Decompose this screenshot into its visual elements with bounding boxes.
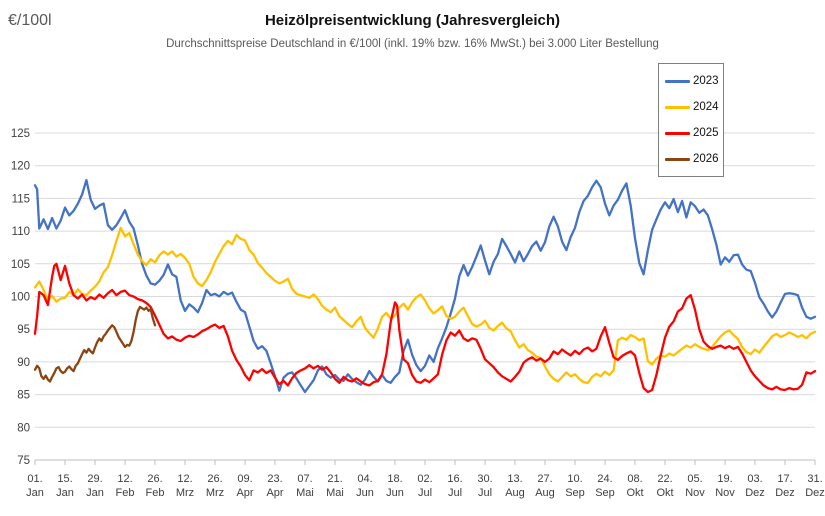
- legend-label-2025: 2025: [693, 127, 719, 139]
- y-tick-label: 80: [17, 422, 30, 434]
- series-line-2026: [33, 305, 157, 383]
- chart-subtitle: Durchschnittspreise Deutschland in €/100…: [166, 38, 659, 50]
- x-tick-label-day: 26.: [147, 473, 162, 485]
- legend-item-2026: 2026: [665, 153, 723, 165]
- x-tick-label-month: Aug: [505, 487, 525, 499]
- x-tick-label-day: 26.: [207, 473, 222, 485]
- y-tick-label: 110: [12, 226, 30, 238]
- x-tick-label-month: Mai: [296, 487, 314, 499]
- x-tick-label-day: 03.: [747, 473, 762, 485]
- legend-line-swatch-2023: [665, 79, 690, 83]
- x-tick-label-month: Jul: [448, 487, 462, 499]
- x-tick-label-month: Apr: [266, 487, 283, 499]
- x-tick-label-day: 05.: [687, 473, 702, 485]
- x-tick-label-day: 10.: [567, 473, 582, 485]
- legend-label-2024: 2024: [693, 101, 719, 113]
- x-tick-label-day: 13.: [507, 473, 522, 485]
- x-tick-label-day: 29.: [87, 473, 102, 485]
- y-tick-label: 95: [17, 324, 30, 336]
- legend-line-swatch-2026: [665, 157, 690, 161]
- x-tick-label-month: Mrz: [206, 487, 224, 499]
- x-tick-label-month: Dez: [775, 487, 795, 499]
- x-tick-label-month: Jul: [478, 487, 492, 499]
- x-tick-label-month: Mrz: [176, 487, 194, 499]
- x-tick-label-month: Jan: [56, 487, 74, 499]
- x-tick-label-day: 12.: [117, 473, 132, 485]
- x-tick-label-day: 08.: [627, 473, 642, 485]
- chart-title: Heizölpreisentwicklung (Jahresvergleich): [264, 12, 561, 29]
- legend-item-2023: 2023: [665, 75, 723, 87]
- x-tick-label-day: 16.: [447, 473, 462, 485]
- y-tick-label: 105: [11, 259, 30, 271]
- legend-label-2023: 2023: [693, 75, 719, 87]
- x-tick-label-month: Dez: [805, 487, 825, 499]
- legend-line-swatch-2025: [665, 131, 690, 135]
- x-tick-label-day: 04.: [357, 473, 372, 485]
- x-tick-label-day: 31.: [807, 473, 822, 485]
- y-tick-label: 90: [17, 357, 30, 369]
- x-tick-label-day: 07.: [297, 473, 312, 485]
- x-tick-label-day: 21.: [327, 473, 342, 485]
- y-axis-unit-label: €/100l: [8, 12, 52, 29]
- x-tick-label-day: 24.: [597, 473, 612, 485]
- x-tick-label-month: Jun: [356, 487, 374, 499]
- x-tick-label-day: 18.: [387, 473, 402, 485]
- x-tick-label-month: Sep: [595, 487, 615, 499]
- x-tick-label-day: 30.: [477, 473, 492, 485]
- x-tick-label-day: 15.: [57, 473, 72, 485]
- x-tick-label-day: 23.: [267, 473, 282, 485]
- x-tick-label-month: Sep: [565, 487, 585, 499]
- x-tick-label-month: Jul: [418, 487, 432, 499]
- series-line-2025: [33, 262, 817, 394]
- x-tick-label-day: 19.: [717, 473, 732, 485]
- x-tick-label-month: Jan: [26, 487, 44, 499]
- x-tick-label-month: Jan: [86, 487, 104, 499]
- legend-label-2026: 2026: [693, 153, 719, 165]
- x-tick-label-day: 17.: [777, 473, 792, 485]
- x-tick-label-month: Feb: [146, 487, 165, 499]
- chart-legend: 2023 2024 2025 2026: [658, 63, 724, 177]
- x-tick-label-month: Feb: [116, 487, 135, 499]
- y-tick-label: 85: [17, 390, 30, 402]
- x-tick-label-day: 27.: [537, 473, 552, 485]
- x-tick-label-month: Dez: [745, 487, 765, 499]
- y-tick-label: 75: [17, 455, 30, 467]
- x-tick-label-month: Jun: [386, 487, 404, 499]
- legend-line-swatch-2024: [665, 105, 690, 109]
- y-tick-label: 120: [11, 161, 30, 173]
- x-tick-label-month: Nov: [715, 487, 735, 499]
- y-tick-label: 115: [12, 193, 30, 205]
- x-tick-label-day: 01.: [27, 473, 42, 485]
- x-tick-label-day: 02.: [417, 473, 432, 485]
- series-line-2023: [33, 178, 817, 394]
- x-tick-label-month: Nov: [685, 487, 705, 499]
- x-tick-label-day: 09.: [237, 473, 252, 485]
- x-tick-label-month: Apr: [236, 487, 253, 499]
- x-tick-label-month: Aug: [535, 487, 555, 499]
- series-line-2024: [33, 226, 817, 384]
- x-tick-label-day: 22.: [657, 473, 672, 485]
- x-tick-label-month: Mai: [326, 487, 344, 499]
- legend-item-2024: 2024: [665, 101, 723, 113]
- x-tick-label-day: 12.: [177, 473, 192, 485]
- y-tick-label: 100: [11, 292, 30, 304]
- x-tick-label-month: Okt: [656, 487, 673, 499]
- x-tick-label-month: Okt: [626, 487, 643, 499]
- legend-item-2025: 2025: [665, 127, 723, 139]
- y-tick-label: 125: [11, 128, 30, 140]
